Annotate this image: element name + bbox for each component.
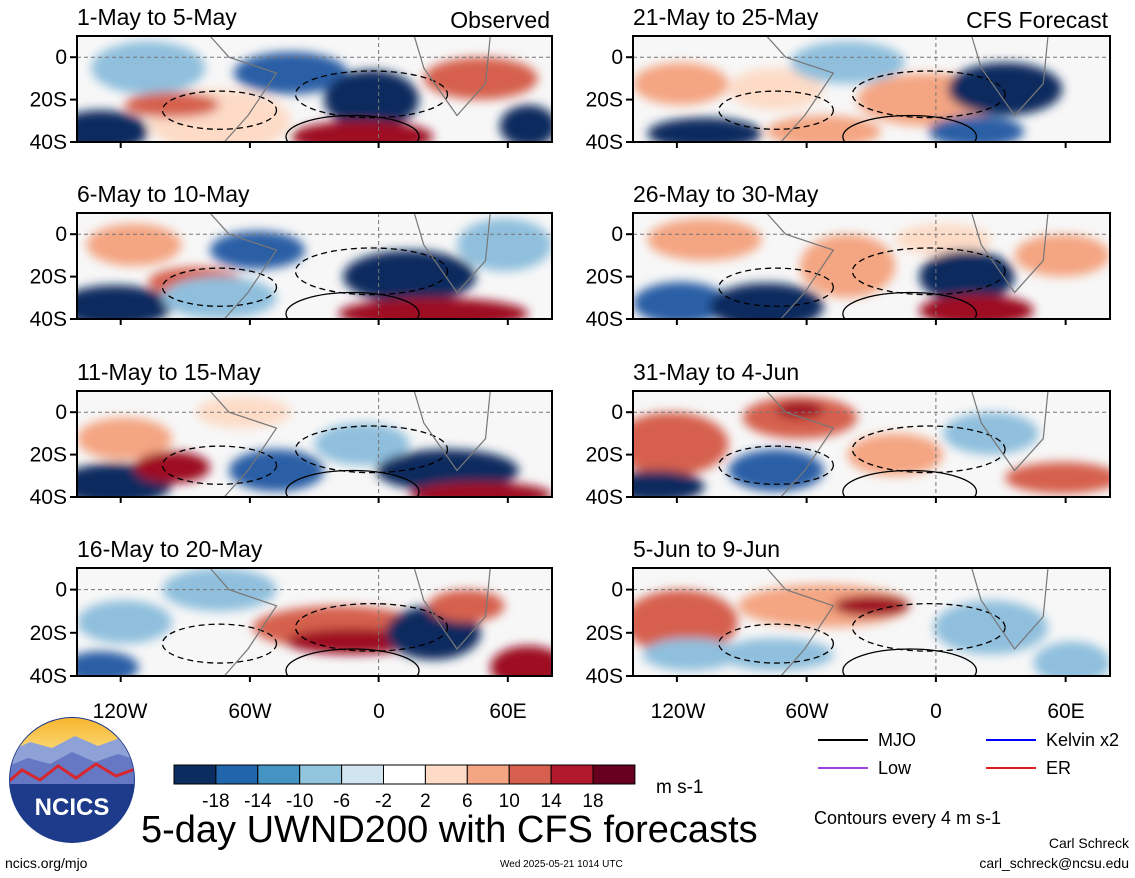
map-panel: 0 20S 40S 16-May to 20-May	[30, 536, 553, 688]
lon-tick-label: 60E	[489, 700, 526, 723]
footer-timestamp: Wed 2025-05-21 1014 UTC	[500, 859, 623, 870]
lat-tick-label: 0	[55, 579, 67, 602]
lat-tick-label: 40S	[30, 131, 67, 154]
lat-tick-label: 20S	[586, 89, 623, 112]
legend-label-kelvin: Kelvin x2	[1046, 730, 1119, 750]
colorbar-unit: m s-1	[656, 777, 704, 798]
lon-tick-label: 120W	[93, 700, 148, 723]
colorbar-swatch	[341, 764, 385, 785]
map-panel: 0 20S 40S 31-May to 4-Jun	[586, 359, 1111, 509]
map-panel: 0 20S 40S 6-May to 10-May	[30, 181, 553, 331]
colorbar-swatch	[299, 764, 343, 785]
lon-axis-left: 120W 60W 0 60E	[93, 700, 527, 723]
logo-text: NCICS	[35, 794, 110, 821]
legend-label-er: ER	[1046, 758, 1071, 778]
lon-tick-label: 0	[930, 700, 942, 723]
lat-tick-label: 0	[55, 46, 67, 69]
colorbar-swatch	[257, 764, 301, 785]
colorbar-tick-label: -14	[244, 791, 272, 812]
colorbar-tick-label: 10	[499, 791, 520, 812]
colorbar-swatch	[466, 764, 510, 785]
map-panel: 0 20S 40S 21-May to 25-May CFS Forecast	[586, 4, 1111, 154]
lat-tick-label: 40S	[30, 486, 67, 509]
footer-email: carl_schreck@ncsu.edu	[979, 855, 1129, 871]
legend: MJO Kelvin x2 Low ER Contours every 4 m …	[814, 730, 1119, 828]
colorbar: -18 -14 -10 -6 -2 2 6 10 14 18	[173, 764, 636, 812]
lon-tick-label: 60W	[228, 700, 271, 723]
panel-title: 16-May to 20-May	[77, 536, 263, 562]
footer-author: Carl Schreck	[1049, 835, 1130, 851]
colorbar-tick-label: 6	[462, 791, 473, 812]
lon-axis-right: 120W 60W 0 60E	[651, 700, 1085, 723]
lon-tick-label: 60W	[785, 700, 828, 723]
colorbar-swatch	[215, 764, 259, 785]
colorbar-tick-label: -6	[333, 791, 350, 812]
lat-tick-label: 40S	[30, 308, 67, 331]
lat-tick-label: 0	[611, 223, 623, 246]
panel-title: 5-Jun to 9-Jun	[633, 536, 780, 562]
lat-tick-label: 40S	[30, 665, 67, 688]
legend-label-mjo: MJO	[878, 730, 916, 750]
main-title: 5-day UWND200 with CFS forecasts	[141, 809, 758, 851]
lat-tick-label: 40S	[586, 665, 623, 688]
lat-tick-label: 40S	[586, 131, 623, 154]
colorbar-swatch	[592, 764, 636, 785]
panel-title: 11-May to 15-May	[77, 359, 261, 385]
lat-tick-label: 20S	[30, 266, 67, 289]
panel-title: 31-May to 4-Jun	[633, 359, 799, 385]
footer-url: ncics.org/mjo	[5, 855, 88, 871]
contour-note: Contours every 4 m s-1	[814, 808, 1001, 828]
lat-tick-label: 40S	[586, 486, 623, 509]
map-panel: 0 20S 40S 1-May to 5-May Observed	[30, 4, 553, 154]
colorbar-swatch	[550, 764, 594, 785]
lat-tick-label: 20S	[30, 622, 67, 645]
lat-tick-label: 0	[55, 223, 67, 246]
map-panel: 0 20S 40S 26-May to 30-May	[586, 181, 1111, 331]
lon-tick-label: 120W	[651, 700, 706, 723]
lon-tick-label: 60E	[1047, 700, 1084, 723]
colorbar-swatch	[383, 764, 426, 785]
panel-title: 6-May to 10-May	[77, 181, 250, 207]
panel-label: Observed	[450, 7, 550, 33]
lat-tick-label: 20S	[586, 444, 623, 467]
colorbar-tick-label: 2	[420, 791, 431, 812]
ncics-logo: NCICS	[9, 717, 135, 843]
lat-tick-label: 20S	[586, 622, 623, 645]
lat-tick-label: 0	[55, 401, 67, 424]
panel-title: 26-May to 30-May	[633, 181, 819, 207]
lat-tick-label: 20S	[586, 266, 623, 289]
lat-tick-label: 20S	[30, 444, 67, 467]
lon-tick-label: 0	[373, 700, 385, 723]
colorbar-swatch	[424, 764, 468, 785]
lat-tick-label: 0	[611, 579, 623, 602]
map-panel: 0 20S 40S 5-Jun to 9-Jun	[586, 536, 1111, 688]
colorbar-tick-label: 14	[541, 791, 563, 812]
panel-label: CFS Forecast	[966, 7, 1108, 33]
lat-tick-label: 40S	[586, 308, 623, 331]
legend-label-low: Low	[878, 758, 912, 778]
lat-tick-label: 20S	[30, 89, 67, 112]
panel-title: 21-May to 25-May	[633, 4, 819, 30]
colorbar-tick-label: 18	[582, 791, 603, 812]
lat-tick-label: 0	[611, 401, 623, 424]
colorbar-swatch	[508, 764, 552, 785]
colorbar-tick-label: -10	[286, 791, 313, 812]
colorbar-tick-label: -18	[202, 791, 229, 812]
colorbar-swatch	[173, 764, 217, 785]
lat-tick-label: 0	[611, 46, 623, 69]
map-panel: 0 20S 40S 11-May to 15-May	[30, 359, 553, 509]
colorbar-tick-label: -2	[375, 791, 392, 812]
panel-title: 1-May to 5-May	[77, 4, 237, 30]
